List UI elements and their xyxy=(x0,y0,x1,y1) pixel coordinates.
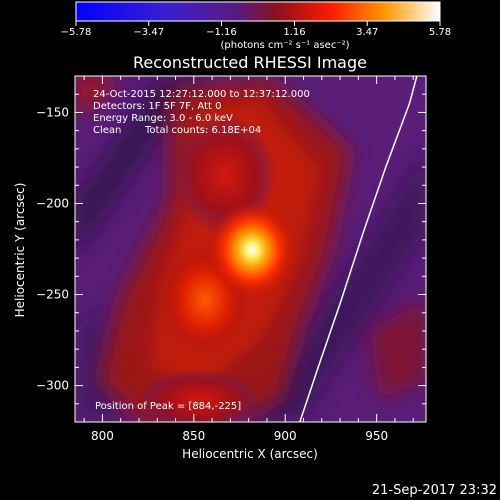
annotation-time-range: 24-Oct-2015 12:27:12.000 to 12:37:12.000 xyxy=(93,89,310,100)
chart-title: Reconstructed RHESSI Image xyxy=(133,53,367,72)
y-axis-ticks: −150 −200 −250 −300 xyxy=(36,75,426,423)
x-tick-label: 900 xyxy=(274,429,297,443)
plot-frame xyxy=(74,75,427,423)
annotation-method: Clean xyxy=(93,125,121,136)
annotation-total-counts: Total counts: 6.18E+04 xyxy=(144,125,261,136)
x-tick-label: 800 xyxy=(91,429,114,443)
plot-timestamp: 21-Sep-2017 23:32 xyxy=(372,483,497,498)
colorbar-tick-label: −3.47 xyxy=(133,27,164,38)
x-axis-label: Heliocentric X (arcsec) xyxy=(182,447,318,461)
colorbar-tick-label: −5.78 xyxy=(61,27,92,38)
colorbar-tick-label: 1.16 xyxy=(283,27,305,38)
colorbar xyxy=(76,2,440,21)
x-tick-label: 850 xyxy=(182,429,205,443)
solar-limb-line xyxy=(299,76,418,422)
colorbar-ticks: −5.78 −3.47 −1.16 1.16 3.47 5.78 xyxy=(61,21,451,38)
x-tick-label: 950 xyxy=(365,429,388,443)
y-tick-label: −250 xyxy=(36,288,69,302)
annotation-detectors: Detectors: 1F 5F 7F, Att 0 xyxy=(93,101,221,112)
heatmap-image xyxy=(75,76,426,422)
x-axis-ticks: 800 850 900 950 xyxy=(83,76,414,443)
annotation-peak-position: Position of Peak = [884,-225] xyxy=(95,401,241,412)
colorbar-tick-label: −1.16 xyxy=(206,27,237,38)
y-tick-label: −150 xyxy=(36,105,69,119)
y-tick-label: −200 xyxy=(36,196,69,210)
colorbar-tick-label: 3.47 xyxy=(356,27,378,38)
y-tick-label: −300 xyxy=(36,379,69,393)
annotation-energy-range: Energy Range: 3.0 - 6.0 keV xyxy=(93,113,233,124)
colorbar-tick-label: 5.78 xyxy=(429,27,451,38)
colorbar-unit-label: (photons cm⁻² s⁻¹ asec⁻²) xyxy=(220,40,349,51)
y-axis-label: Heliocentric Y (arcsec) xyxy=(13,183,27,318)
